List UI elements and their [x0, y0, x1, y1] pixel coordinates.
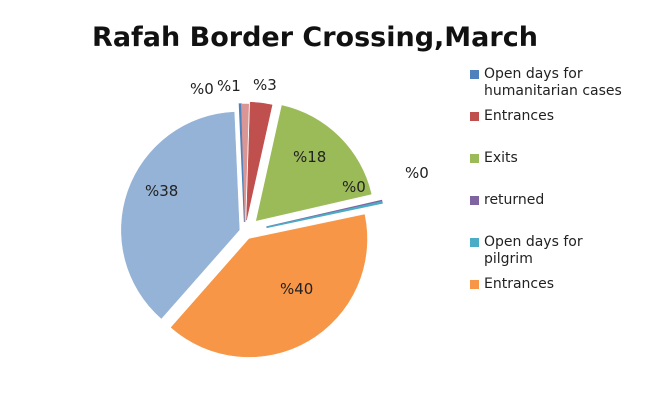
legend-swatch: [470, 70, 479, 79]
slice-data-label: %0: [405, 164, 429, 182]
legend-label: Open days for: [484, 234, 583, 250]
legend-label: Exits: [484, 150, 518, 166]
slice-data-label: %18: [293, 148, 326, 166]
chart-title: Rafah Border Crossing,March: [92, 22, 538, 53]
legend-swatch: [470, 238, 479, 247]
legend-label: returned: [484, 192, 545, 208]
legend-item: Entrances: [470, 108, 554, 125]
legend-label: humanitarian cases: [484, 83, 622, 99]
pie-slice: [121, 111, 240, 319]
slice-data-label: %3: [253, 76, 277, 94]
slice-data-label: %1: [217, 77, 241, 95]
pie-slice: [241, 103, 249, 223]
slice-data-label: %0: [190, 80, 214, 98]
pie-slice: [266, 201, 383, 229]
legend-item: Exits: [470, 150, 518, 167]
legend-label: Entrances: [484, 108, 555, 124]
pie-slice: [246, 101, 273, 221]
legend-swatch: [470, 280, 479, 289]
legend-item: Open days for pilgrim: [470, 234, 583, 268]
legend-swatch: [470, 154, 479, 163]
legend-label: pilgrim: [484, 251, 533, 267]
slice-data-label: %0: [342, 178, 366, 196]
pie-slice: [255, 105, 372, 221]
legend-label: Open days for: [484, 66, 583, 82]
pie-slice: [238, 103, 246, 223]
slice-data-label: %38: [145, 182, 178, 200]
legend-swatch: [470, 196, 479, 205]
legend-label: Entrances: [484, 276, 555, 292]
legend-item: Entrances: [470, 276, 554, 293]
pie-slice: [170, 214, 368, 358]
slice-data-label: %40: [280, 280, 313, 298]
legend-item: Open days for humanitarian cases: [470, 66, 622, 100]
legend-item: returned: [470, 192, 544, 209]
legend-swatch: [470, 112, 479, 121]
